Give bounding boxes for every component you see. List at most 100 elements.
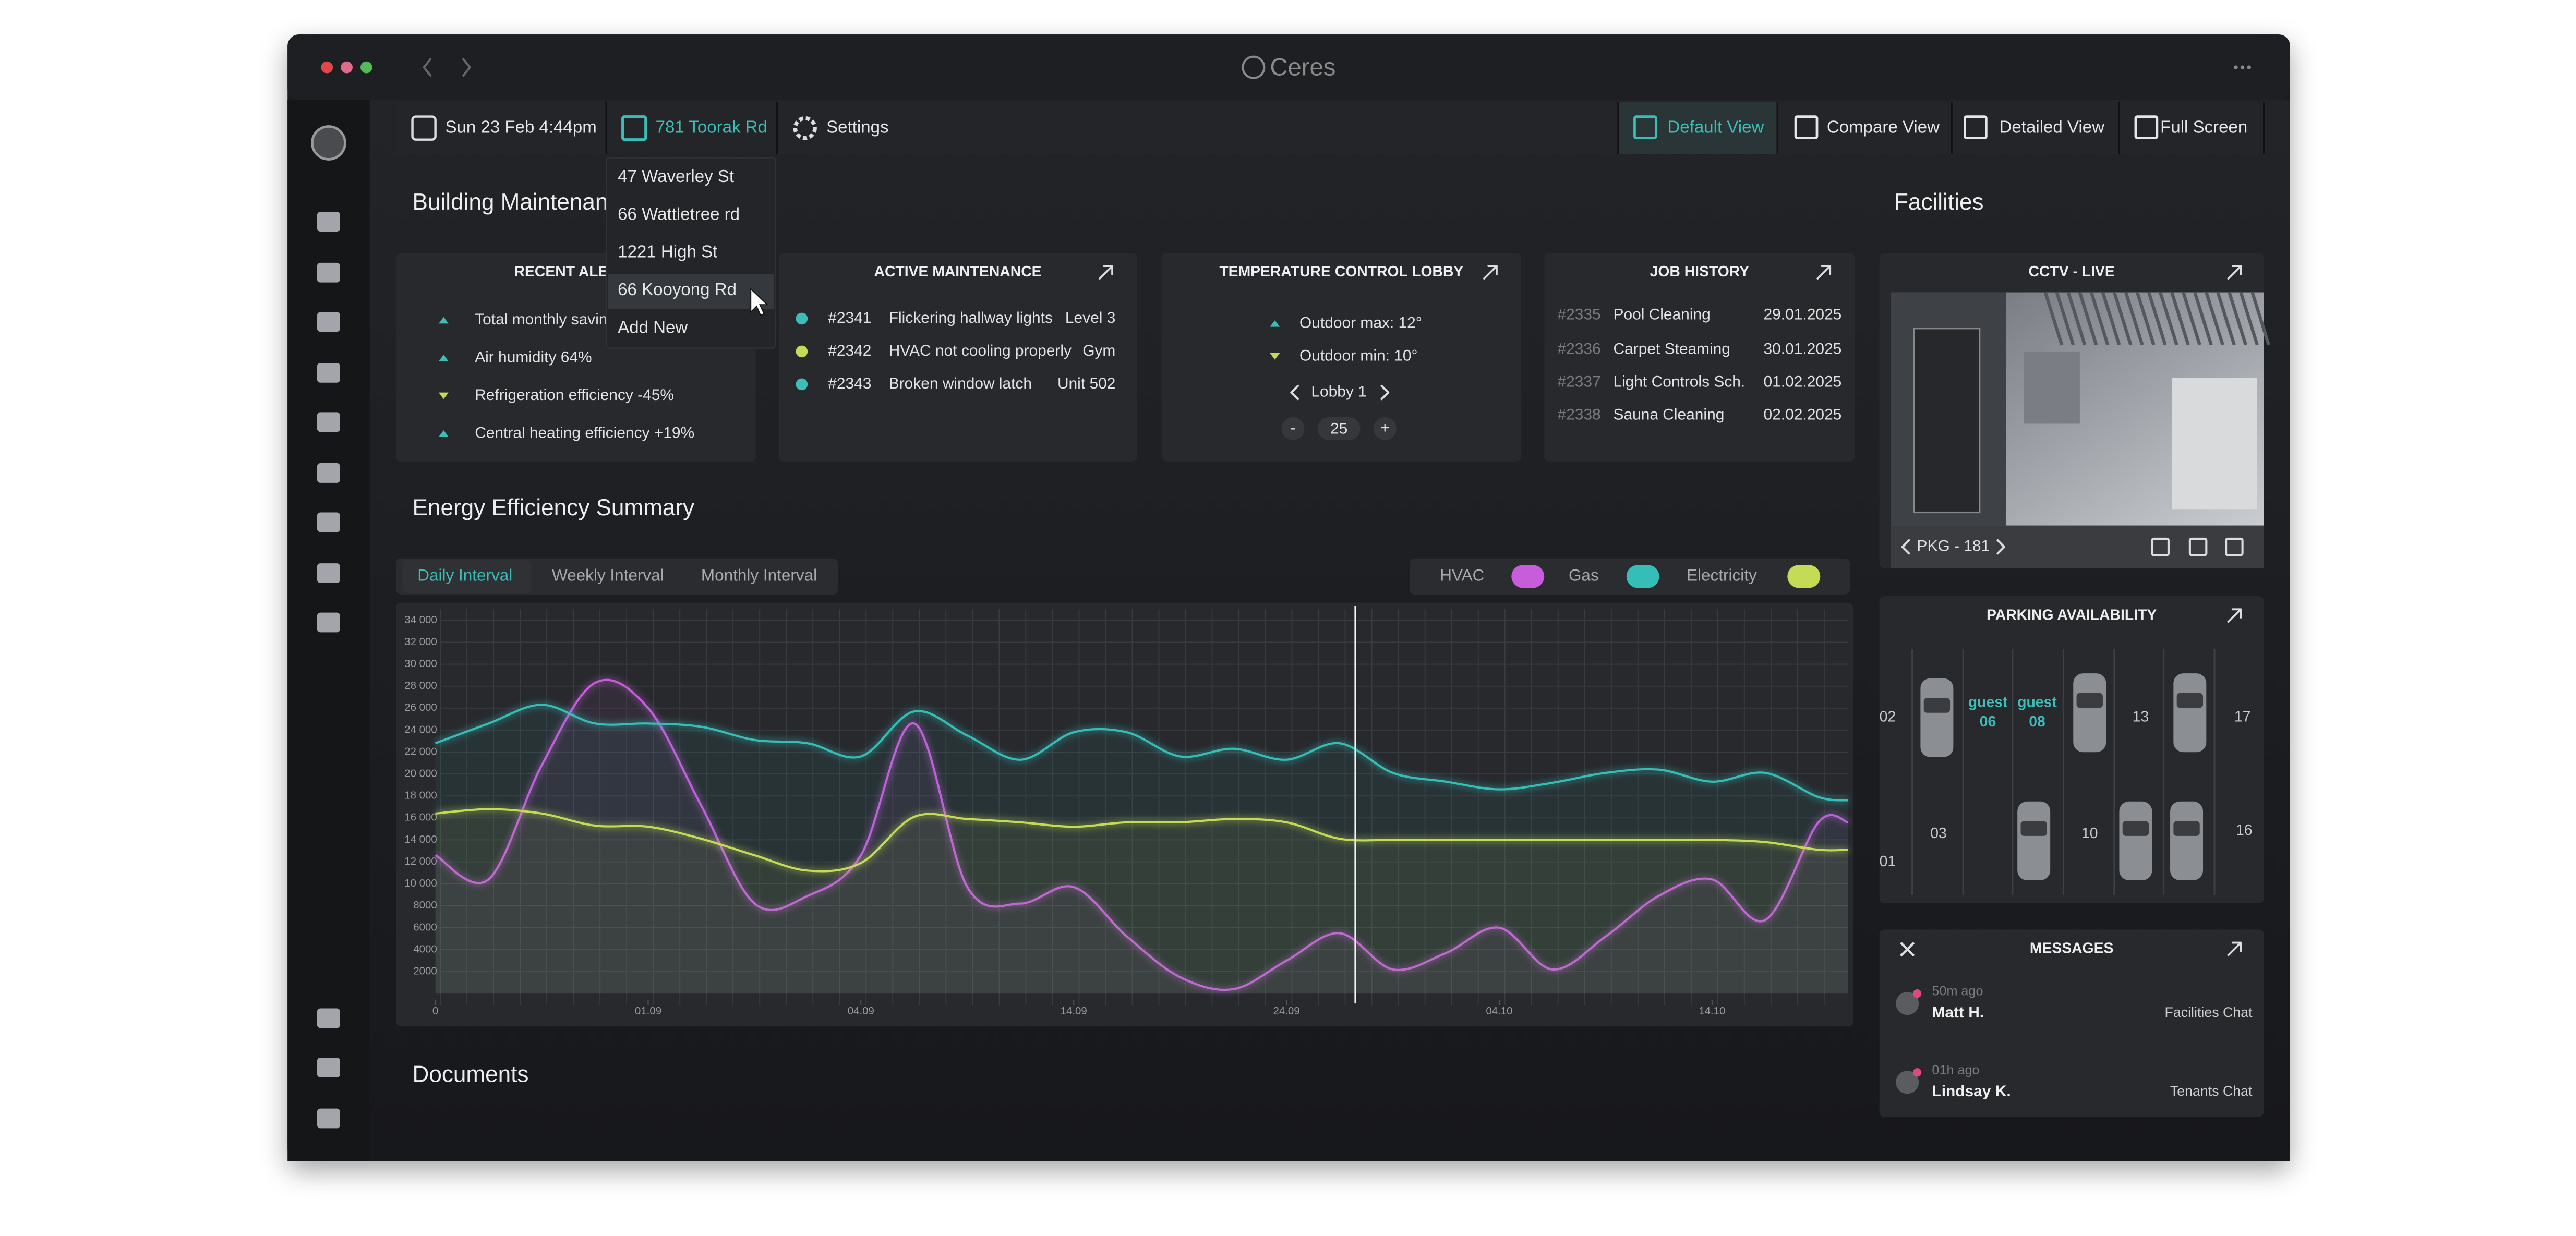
y-tick-label: 8000 [413, 899, 437, 911]
sidebar-icon[interactable] [317, 563, 340, 583]
view-button[interactable]: Full Screen [2160, 117, 2247, 137]
trend-down [438, 392, 449, 399]
sidebar-icon[interactable] [317, 1108, 340, 1129]
view-button[interactable]: Compare View [1827, 117, 1940, 137]
ticket-location: Level 3 [1065, 309, 1115, 326]
location-selector[interactable]: 781 Toorak Rd [656, 117, 767, 137]
view-button[interactable]: Detailed View [2000, 117, 2105, 137]
y-tick-label: 10 000 [404, 877, 437, 889]
y-tick-label: 24 000 [404, 723, 437, 735]
x-tick-label: 04.10 [1486, 1005, 1512, 1017]
menu-item[interactable]: 1221 High St [618, 243, 717, 262]
interval-tab[interactable]: Daily Interval [417, 566, 512, 585]
job-id: #2336 [1557, 341, 1600, 358]
view-button[interactable]: Default View [1667, 117, 1764, 137]
more-menu[interactable] [2247, 65, 2251, 69]
feed-ceiling [2228, 292, 2247, 346]
camera-action[interactable] [2188, 537, 2208, 556]
legend-swatch [1511, 565, 1545, 588]
sidebar-icon[interactable] [317, 262, 340, 283]
series-line [435, 808, 1848, 873]
more-menu[interactable] [2240, 65, 2245, 69]
y-tick-label: 26 000 [404, 701, 437, 713]
expand-icon [2226, 942, 2242, 957]
legend-swatch [1787, 565, 1821, 588]
plus-button[interactable]: + [1380, 419, 1389, 437]
job-date: 30.01.2025 [1764, 341, 1842, 358]
sidebar-icon[interactable] [317, 1058, 340, 1077]
feed-ceiling [2112, 292, 2133, 346]
view-icon [1633, 115, 1657, 139]
window-control[interactable] [321, 61, 333, 74]
interval-tab[interactable]: Monthly Interval [701, 566, 817, 585]
menu-item[interactable]: Add New [618, 318, 688, 337]
card-title: MESSAGES [2030, 940, 2114, 957]
message-avatar[interactable] [1896, 1071, 1919, 1094]
feed-ceiling [2159, 292, 2178, 346]
sidebar-icon[interactable] [317, 463, 340, 483]
plus-button[interactable] [1373, 417, 1397, 440]
feed-window [2172, 378, 2257, 510]
nav-forward [462, 58, 471, 77]
legend-label: HVAC [1440, 566, 1484, 585]
card-title: PARKING AVAILABILITY [1987, 607, 2157, 623]
feed-ceiling [2089, 292, 2110, 346]
feed-ceiling [2043, 292, 2064, 346]
camera-name: PKG - 181 [1917, 538, 1990, 555]
minus-button[interactable] [1281, 417, 1305, 440]
spot-label: 13 [2133, 709, 2149, 725]
sidebar-icon[interactable] [317, 212, 340, 232]
alert-item: Central heating efficiency +19% [475, 424, 694, 441]
feed-ceiling [2250, 292, 2271, 346]
camera-next [1996, 539, 2006, 555]
legend-label: Gas [1569, 566, 1599, 585]
setpoint-field [1317, 417, 1361, 440]
avatar[interactable] [311, 125, 346, 161]
y-tick-label: 20 000 [404, 768, 437, 780]
sidebar-icon[interactable] [317, 412, 340, 432]
view-icon [2134, 115, 2159, 139]
logo-icon [1242, 55, 1266, 79]
sidebar-icon[interactable] [317, 512, 340, 532]
car-window [2122, 821, 2149, 836]
settings-icon [793, 116, 817, 140]
feed-ceiling [2078, 292, 2098, 346]
nav-back [423, 58, 432, 77]
window-control[interactable] [360, 61, 372, 74]
car-window [2173, 821, 2200, 836]
message-sender[interactable]: Lindsay K. [1932, 1083, 2011, 1100]
sidebar-icon[interactable] [317, 1008, 340, 1028]
minus-button[interactable]: - [1290, 419, 1295, 437]
series-area [435, 809, 1848, 994]
x-tick-label: 14.10 [1699, 1005, 1725, 1017]
interval-tab[interactable]: Weekly Interval [552, 566, 664, 585]
menu-item[interactable]: 66 Kooyong Rd [618, 280, 737, 299]
sidebar-icon[interactable] [317, 612, 340, 633]
window-control[interactable] [341, 61, 353, 74]
date[interactable]: Sun 23 Feb 4:44pm [446, 117, 597, 137]
menu-item[interactable]: 47 Waverley St [618, 167, 734, 186]
more-menu[interactable] [2234, 65, 2238, 69]
sidebar-icon[interactable] [317, 362, 340, 383]
job-date: 01.02.2025 [1764, 373, 1842, 391]
message-sender[interactable]: Matt H. [1932, 1004, 1984, 1021]
feed-ceiling [2239, 292, 2259, 346]
sidebar-icon[interactable] [317, 312, 340, 332]
spot-label: 01 [1880, 853, 1896, 870]
expand-icon [2231, 265, 2242, 275]
camera-prev [1901, 539, 1910, 555]
menu-item[interactable]: 66 Wattletree rd [618, 204, 740, 224]
message-avatar[interactable] [1896, 992, 1919, 1015]
car-window [2176, 693, 2204, 708]
camera-action[interactable] [2225, 537, 2244, 556]
y-tick-label: 2000 [413, 965, 437, 977]
x-tick-label: 04.09 [848, 1005, 874, 1017]
mouse-cursor [750, 288, 769, 316]
settings-button[interactable]: Settings [826, 117, 888, 137]
feed-door [1913, 328, 1981, 514]
y-tick-label: 22 000 [404, 745, 437, 757]
series-area [435, 680, 1848, 994]
section-title: Facilities [1894, 189, 1983, 215]
section-title: Building Maintenance [413, 189, 632, 215]
camera-action[interactable] [2151, 537, 2170, 556]
